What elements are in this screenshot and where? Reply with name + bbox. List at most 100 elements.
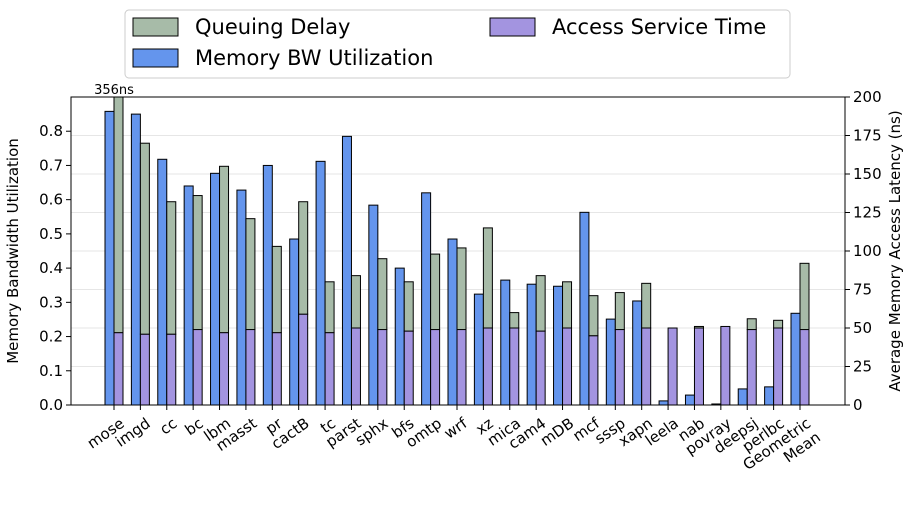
bar bbox=[500, 279, 511, 405]
bar bbox=[377, 329, 388, 405]
y-tick-label: 0.8 bbox=[39, 122, 63, 140]
bar bbox=[773, 319, 784, 329]
bar bbox=[113, 332, 124, 405]
legend-label: Queuing Delay bbox=[195, 15, 350, 39]
y2-axis-label: Average Memory Access Latency (ns) bbox=[886, 110, 904, 391]
bar bbox=[799, 262, 810, 331]
bar bbox=[746, 329, 757, 405]
bar bbox=[562, 327, 573, 405]
legend-swatch bbox=[132, 48, 179, 68]
bar bbox=[562, 281, 573, 329]
bar bbox=[262, 164, 273, 405]
bar bbox=[341, 135, 352, 405]
bar bbox=[588, 295, 599, 337]
bar bbox=[553, 285, 564, 405]
y2-tick-label: 50 bbox=[853, 319, 872, 337]
bar bbox=[693, 327, 704, 405]
bar bbox=[104, 110, 115, 405]
bar bbox=[482, 227, 493, 329]
y2-tick-label: 0 bbox=[853, 396, 863, 414]
legend-box bbox=[124, 9, 791, 79]
bar bbox=[720, 325, 731, 405]
y2-tick-label: 200 bbox=[853, 88, 882, 106]
y-tick-label: 0.2 bbox=[39, 328, 63, 346]
bar bbox=[588, 335, 599, 405]
bar bbox=[192, 329, 203, 405]
bar bbox=[773, 327, 784, 405]
annotation: 356ns bbox=[94, 83, 134, 98]
bar bbox=[684, 394, 695, 405]
bar bbox=[298, 313, 309, 405]
bar bbox=[377, 258, 388, 331]
bar bbox=[526, 283, 537, 405]
bar bbox=[614, 292, 625, 331]
y-tick-label: 0.3 bbox=[39, 293, 63, 311]
bar bbox=[456, 329, 467, 405]
y2-tick-label: 25 bbox=[853, 358, 872, 376]
bar bbox=[535, 275, 546, 332]
y-tick-label: 0.1 bbox=[39, 362, 63, 380]
bar bbox=[289, 238, 300, 405]
bar bbox=[113, 97, 124, 334]
bar bbox=[509, 312, 520, 329]
bar bbox=[641, 327, 652, 405]
bar bbox=[482, 327, 493, 405]
bar bbox=[324, 281, 335, 334]
bar bbox=[271, 245, 282, 334]
bar bbox=[605, 318, 616, 405]
bar bbox=[192, 195, 203, 331]
bar bbox=[535, 330, 546, 405]
bar bbox=[298, 201, 309, 315]
bar bbox=[350, 327, 361, 405]
bar bbox=[368, 204, 379, 405]
y2-tick-label: 125 bbox=[853, 204, 882, 222]
bar bbox=[157, 158, 168, 405]
bar bbox=[737, 388, 748, 405]
bar bbox=[764, 386, 775, 405]
bar bbox=[447, 238, 458, 405]
y2-tick-label: 150 bbox=[853, 165, 882, 183]
bar bbox=[166, 333, 177, 405]
bar bbox=[350, 275, 361, 329]
bar bbox=[658, 400, 669, 405]
bar bbox=[614, 329, 625, 405]
bar bbox=[219, 165, 230, 334]
y-tick-label: 0.4 bbox=[39, 259, 63, 277]
legend-label: Memory BW Utilization bbox=[195, 46, 433, 70]
bar bbox=[210, 172, 221, 405]
bar bbox=[245, 218, 256, 331]
bar bbox=[641, 282, 652, 329]
y2-tick-label: 175 bbox=[853, 127, 882, 145]
bar bbox=[430, 329, 441, 405]
bar bbox=[139, 142, 150, 335]
bar bbox=[394, 267, 405, 405]
bar bbox=[271, 332, 282, 405]
legend-label: Access Service Time bbox=[552, 15, 766, 39]
bar bbox=[456, 247, 467, 331]
y2-tick-label: 100 bbox=[853, 242, 882, 260]
bar bbox=[693, 325, 704, 329]
bar bbox=[790, 312, 801, 405]
legend-swatch bbox=[489, 17, 536, 37]
bar bbox=[166, 201, 177, 335]
y-axis-label: Memory Bandwidth Utilization bbox=[4, 138, 22, 364]
bar bbox=[421, 192, 432, 405]
bar bbox=[403, 281, 414, 332]
bar bbox=[130, 113, 141, 405]
bar bbox=[667, 327, 678, 405]
bar bbox=[219, 332, 230, 405]
plot-frame bbox=[70, 96, 846, 406]
bar bbox=[183, 185, 194, 405]
bar bbox=[509, 327, 520, 405]
y-tick-label: 0.5 bbox=[39, 225, 63, 243]
bar bbox=[579, 211, 590, 405]
bar bbox=[430, 253, 441, 331]
y2-tick-label: 75 bbox=[853, 281, 872, 299]
bar bbox=[315, 160, 326, 405]
bar bbox=[236, 189, 247, 405]
bar bbox=[245, 329, 256, 405]
y-tick-label: 0.7 bbox=[39, 156, 63, 174]
legend-swatch bbox=[132, 17, 179, 37]
bar bbox=[632, 300, 643, 405]
